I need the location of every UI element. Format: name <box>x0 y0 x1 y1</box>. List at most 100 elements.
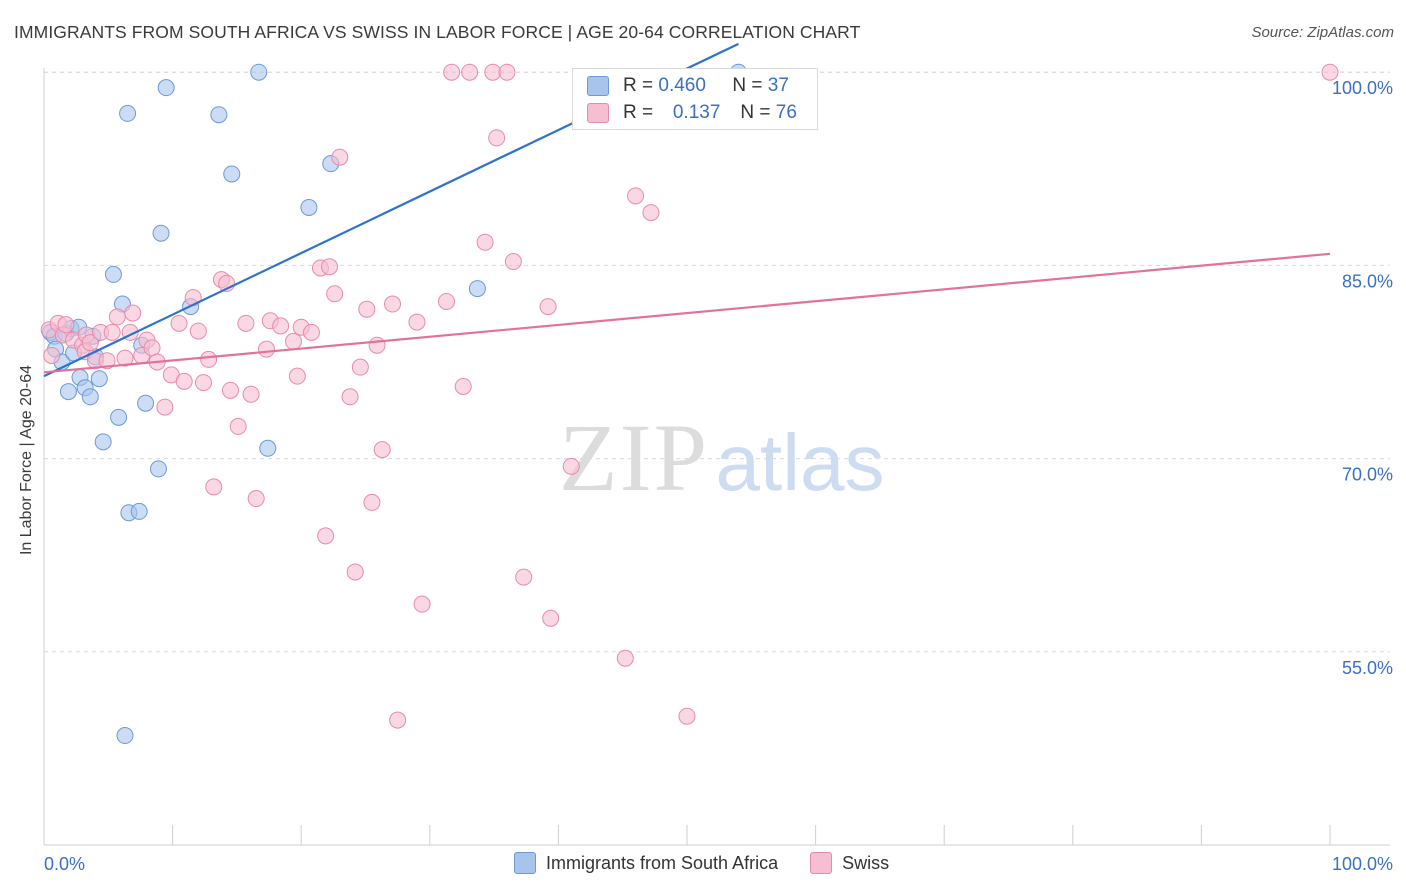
series-legend: Immigrants from South Africa Swiss <box>514 852 921 874</box>
data-point-swiss <box>288 367 306 385</box>
r-value: 0.460 <box>658 75 706 96</box>
watermark-atlas: atlas <box>716 418 885 507</box>
data-point-swiss <box>221 381 239 399</box>
data-point-swiss <box>627 187 645 205</box>
data-point-swiss <box>326 285 344 303</box>
data-point-swiss <box>156 398 174 416</box>
x-tick-label-min: 0.0% <box>44 854 85 874</box>
data-point-swiss <box>116 349 134 367</box>
data-point-swiss <box>103 323 121 341</box>
n-label: N = <box>732 75 763 96</box>
data-point-swiss <box>320 258 338 276</box>
data-point-swiss <box>358 300 376 318</box>
y-tick-label: 70.0% <box>1342 465 1393 485</box>
data-point-south-africa <box>259 439 277 457</box>
data-point-swiss <box>413 595 431 613</box>
data-point-south-africa <box>152 224 170 242</box>
data-point-swiss <box>373 441 391 459</box>
data-point-swiss <box>247 490 265 508</box>
data-point-south-africa <box>94 433 112 451</box>
data-point-swiss <box>341 388 359 406</box>
data-point-swiss <box>678 707 696 725</box>
data-point-south-africa <box>137 394 155 412</box>
data-point-swiss <box>498 63 516 81</box>
data-point-swiss <box>81 334 99 352</box>
legend-item-swiss[interactable]: Swiss <box>810 852 889 874</box>
data-point-swiss <box>242 385 260 403</box>
watermark: ZIP atlas <box>559 404 884 511</box>
data-point-south-africa <box>210 106 228 124</box>
legend-swatch-south-africa <box>514 852 536 874</box>
data-point-swiss <box>389 711 407 729</box>
data-point-swiss <box>562 457 580 475</box>
r-label: R = <box>623 75 654 96</box>
data-point-swiss <box>461 63 479 81</box>
trend-line-swiss <box>43 252 1331 374</box>
data-point-south-africa <box>149 460 167 478</box>
data-point-south-africa <box>468 280 486 298</box>
data-point-swiss <box>539 298 557 316</box>
data-point-south-africa <box>81 388 99 406</box>
data-point-swiss <box>317 527 335 545</box>
y-tick-label: 55.0% <box>1342 658 1393 678</box>
chart-title: IMMIGRANTS FROM SOUTH AFRICA VS SWISS IN… <box>14 22 861 42</box>
data-point-swiss <box>346 563 364 581</box>
legend-label-swiss: Swiss <box>842 852 890 873</box>
data-point-south-africa <box>90 370 108 388</box>
watermark-zip: ZIP <box>559 404 709 511</box>
data-point-swiss <box>43 347 61 365</box>
data-point-south-africa <box>223 165 241 183</box>
data-point-south-africa <box>116 727 134 745</box>
legend-swatch-swiss <box>810 852 833 874</box>
data-point-swiss <box>363 493 381 511</box>
data-point-swiss <box>1321 63 1339 81</box>
data-point-swiss <box>175 372 193 390</box>
data-point-swiss <box>368 336 386 354</box>
data-point-south-africa <box>300 198 318 216</box>
n-value: 37 <box>767 75 789 96</box>
source-label: Source: ZipAtlas.com <box>1251 24 1394 41</box>
legend-swatch-swiss <box>587 103 609 123</box>
data-point-south-africa <box>130 502 148 520</box>
data-point-swiss <box>438 292 456 310</box>
x-tick-label-max: 100.0% <box>1332 854 1393 874</box>
data-point-swiss <box>200 350 218 368</box>
n-label: N = <box>740 102 771 123</box>
data-point-swiss <box>642 204 660 222</box>
data-point-swiss <box>229 417 247 435</box>
legend-label-south-africa: Immigrants from South Africa <box>546 852 779 873</box>
data-point-swiss <box>484 63 502 81</box>
data-point-south-africa <box>59 383 77 401</box>
data-point-swiss <box>194 374 212 392</box>
data-point-swiss <box>504 253 522 271</box>
data-point-swiss <box>57 316 75 334</box>
stats-legend: R = 0.460 N = 37 R = 0.137 N = 76 <box>572 68 818 130</box>
data-point-swiss <box>143 339 161 357</box>
data-point-swiss <box>454 377 472 395</box>
data-point-south-africa <box>110 408 128 426</box>
y-tick-label: 85.0% <box>1342 271 1393 291</box>
data-point-swiss <box>515 568 533 586</box>
data-point-south-africa <box>250 63 268 81</box>
data-point-swiss <box>272 317 290 335</box>
data-point-swiss <box>384 295 402 313</box>
r-label: R = <box>623 102 654 123</box>
data-point-south-africa <box>157 79 175 97</box>
points-layer <box>40 63 1339 745</box>
data-point-swiss <box>302 323 320 341</box>
data-point-swiss <box>408 313 426 331</box>
grid-layer <box>44 71 1390 653</box>
legend-item-south-africa[interactable]: Immigrants from South Africa <box>514 852 778 874</box>
data-point-swiss <box>542 609 560 627</box>
data-point-swiss <box>237 314 255 332</box>
data-point-swiss <box>98 352 116 370</box>
data-point-swiss <box>189 322 207 340</box>
data-point-swiss <box>331 148 349 166</box>
data-point-south-africa <box>119 104 137 122</box>
data-point-swiss <box>108 308 126 326</box>
data-point-swiss <box>205 478 223 496</box>
data-point-swiss <box>443 63 461 81</box>
data-point-swiss <box>124 304 142 322</box>
tick-labels: 55.0% 70.0% 85.0% 100.0% 0.0% 100.0% <box>44 78 1393 874</box>
